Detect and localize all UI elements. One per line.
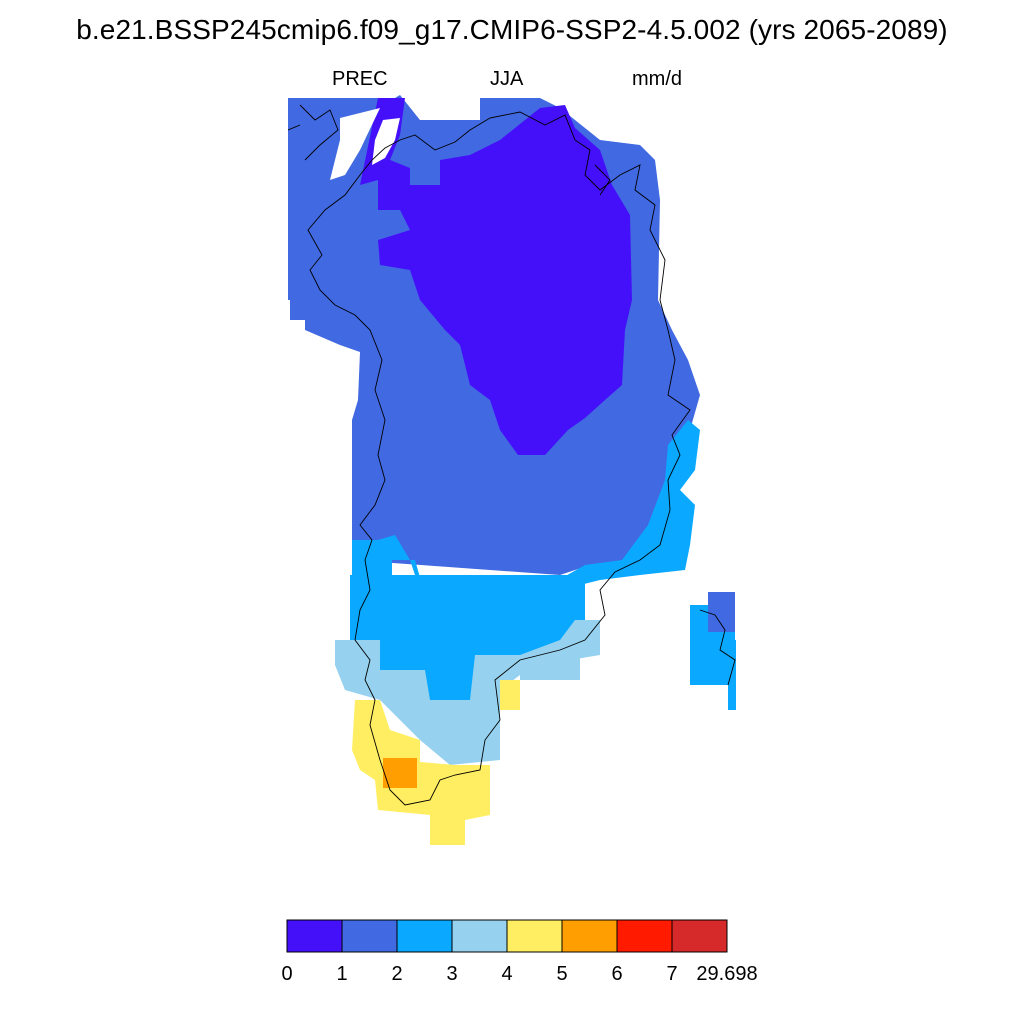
- field-bin-4-5: [500, 680, 520, 710]
- field-gap: [330, 108, 380, 180]
- colorbar-box-1: [341, 919, 398, 953]
- field-bin-1-2: [290, 230, 370, 320]
- field-bin-4-5: [352, 700, 490, 845]
- coastline-main: [287, 104, 691, 806]
- colorbar-tick-label: 29.698: [696, 963, 757, 985]
- colorbar-box-7: [671, 919, 728, 953]
- colorbar-tick-label: 1: [336, 963, 347, 985]
- colorbar-box-4: [506, 919, 563, 953]
- colorbar-labels: 0 1 2 3 4 5 6 7 29.698: [281, 963, 757, 985]
- units-label: mm/d: [632, 68, 682, 90]
- field-bin-0-1: [360, 98, 632, 455]
- season-label: JJA: [490, 68, 524, 90]
- colorbar-tick-label: 6: [611, 963, 622, 985]
- colorbar-box-6: [616, 919, 673, 953]
- coastline-inlet: [594, 164, 611, 196]
- colorbar-box-5: [561, 919, 618, 953]
- coastline: [287, 104, 736, 806]
- field-bin-3-4: [520, 655, 580, 680]
- colorbar-tick-label: 3: [446, 963, 457, 985]
- colorbar-tick-label: 4: [501, 963, 512, 985]
- plot-title: b.e21.BSSP245cmip6.f09_g17.CMIP6-SSP2-4.…: [76, 14, 948, 45]
- colorbar-box-0: [286, 919, 343, 953]
- coastline-east-island: [699, 609, 736, 686]
- colorbar-boxes: [286, 919, 728, 953]
- colorbar-box-2: [396, 919, 453, 953]
- colorbar-box-3: [451, 919, 508, 953]
- field-bin-2-3: [352, 540, 392, 580]
- colorbar-tick-label: 5: [556, 963, 567, 985]
- field-bin-2-3: [728, 640, 736, 710]
- colorbar-tick-label: 2: [391, 963, 402, 985]
- variable-label: PREC: [332, 68, 388, 90]
- colorbar-tick-label: 0: [281, 963, 292, 985]
- field-bin-5-6: [383, 758, 417, 788]
- colorbar-tick-label: 7: [666, 963, 677, 985]
